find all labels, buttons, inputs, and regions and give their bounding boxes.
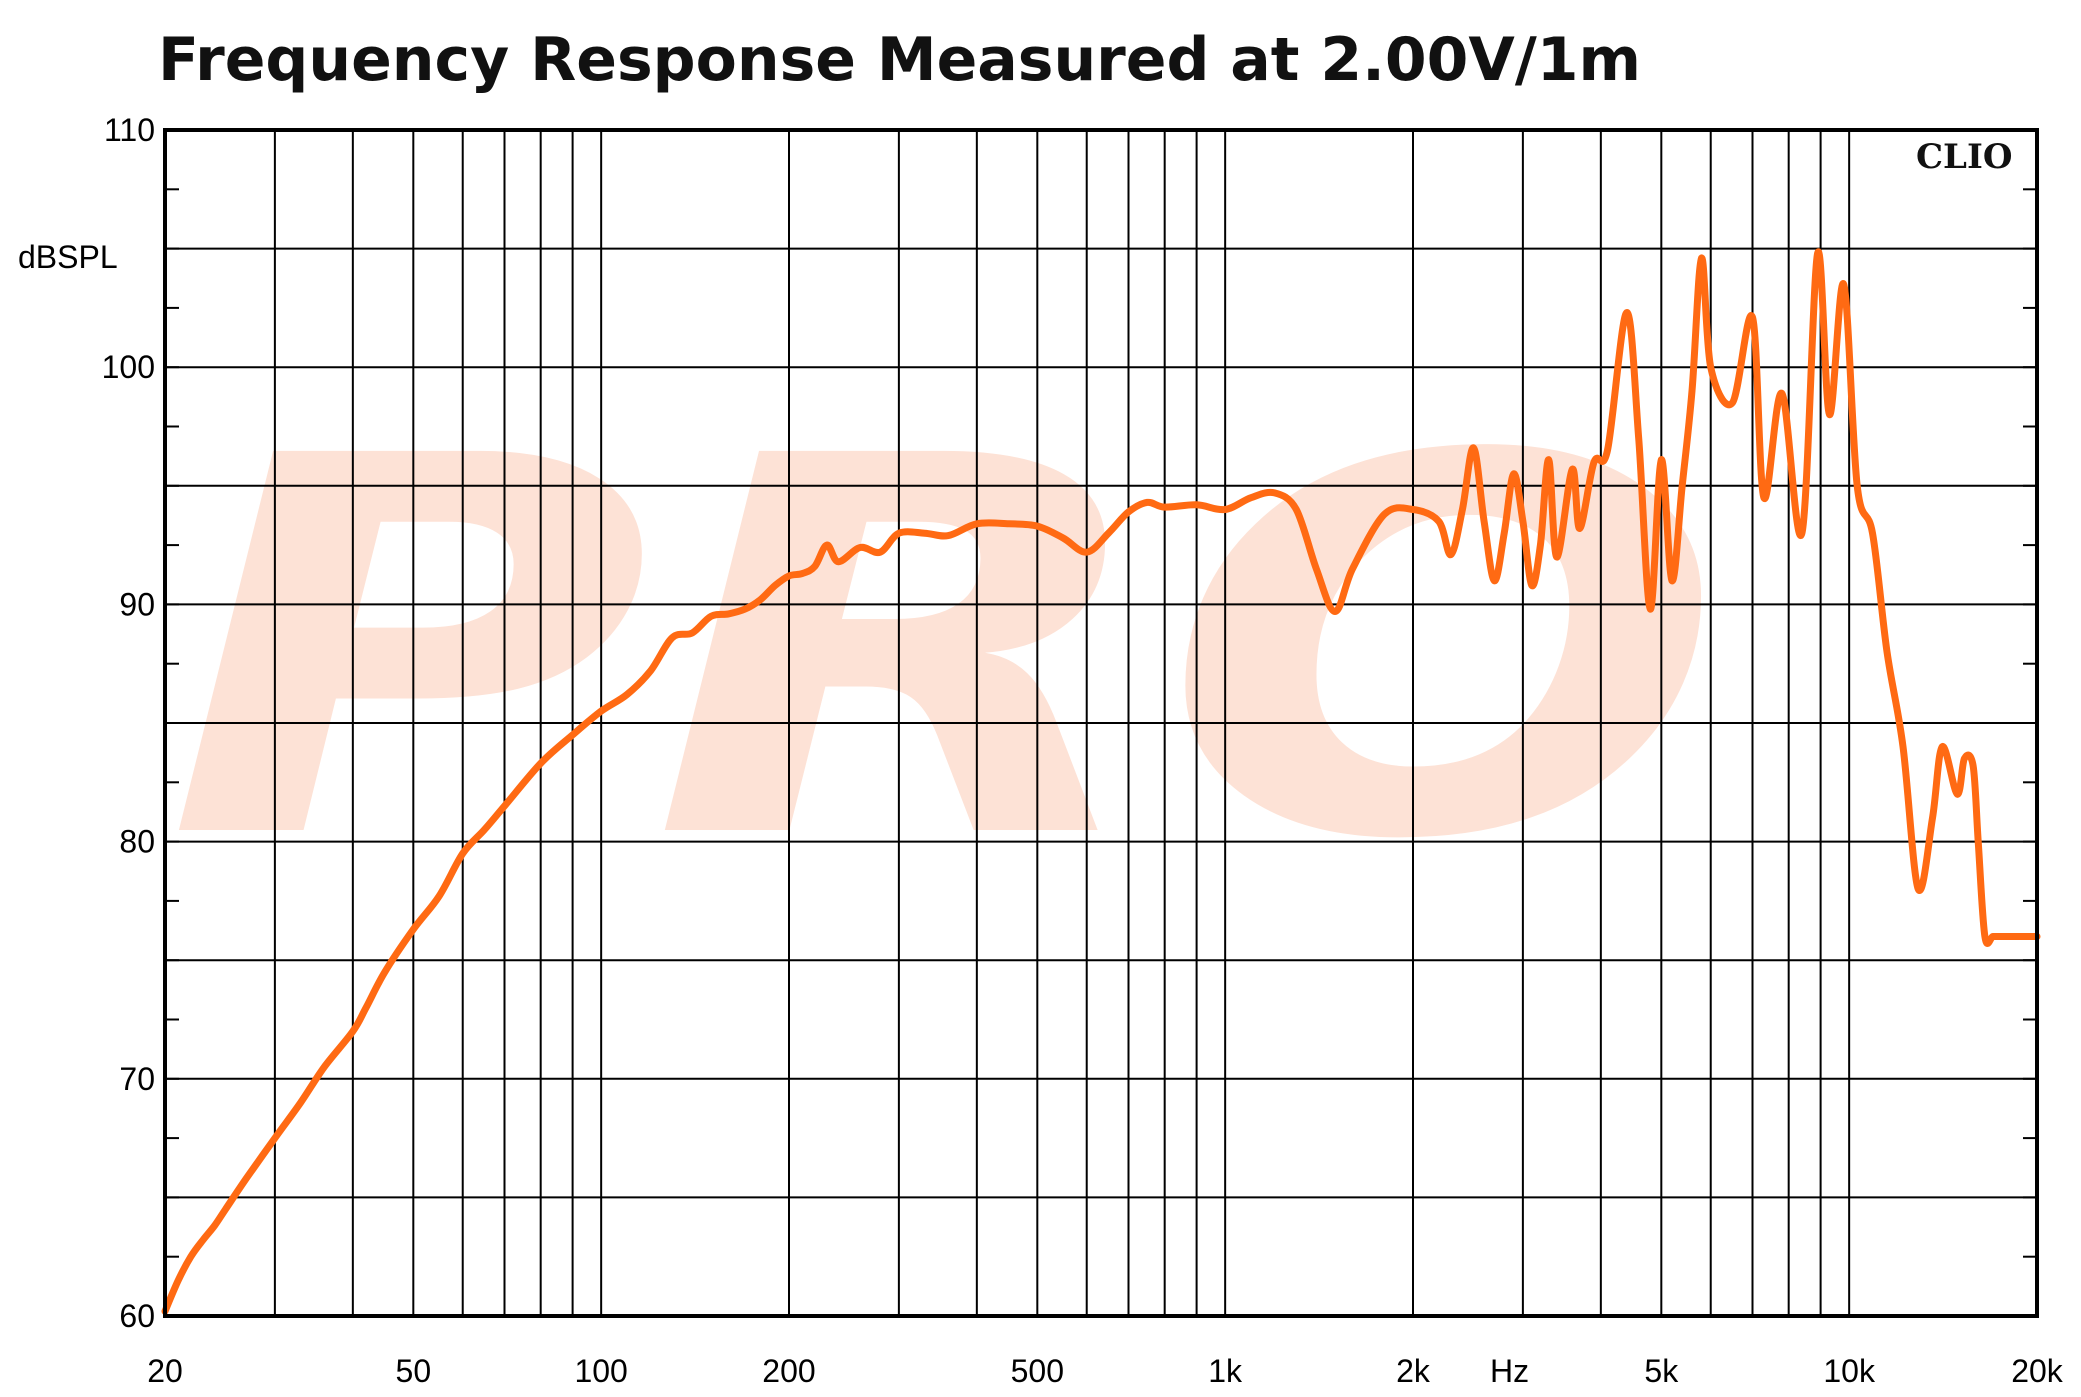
y-axis-ticks: 60 70 80 90 100 110 <box>102 112 155 1334</box>
y-tick-label: 100 <box>102 349 155 385</box>
y-tick-label: 60 <box>119 1298 155 1334</box>
curve-layer <box>161 248 2041 1315</box>
plot-frame <box>163 128 2039 1318</box>
watermark-logo: PRO <box>165 347 1725 953</box>
watermark-text: PRO <box>165 347 1725 953</box>
y-tick-label: 90 <box>119 586 155 622</box>
y-tick-label: 110 <box>104 112 155 148</box>
x-tick-label: 5k <box>1644 1353 1679 1389</box>
y-tick-label: 80 <box>119 824 155 860</box>
x-tick-label: 200 <box>762 1353 815 1389</box>
x-tick-label: 2k <box>1396 1353 1431 1389</box>
x-tick-label: 20k <box>2011 1353 2064 1389</box>
chart-title: Frequency Response Measured at 2.00V/1m <box>158 25 1641 95</box>
x-tick-label: 500 <box>1011 1353 1064 1389</box>
brand-label: CLIO <box>1916 137 2013 177</box>
y-axis-label: dBSPL <box>18 239 118 275</box>
x-tick-label: 20 <box>147 1353 183 1389</box>
grid <box>164 129 2038 1317</box>
x-axis-label: Hz <box>1490 1353 1529 1389</box>
x-axis-ticks: 20 50 100 200 500 1k 2k 5k 10k 20k <box>147 1353 2064 1389</box>
x-tick-label: 1k <box>1208 1353 1243 1389</box>
x-tick-label: 50 <box>396 1353 432 1389</box>
frequency-response-line <box>161 248 2041 1315</box>
x-tick-label: 100 <box>574 1353 627 1389</box>
y-tick-label: 70 <box>119 1061 155 1097</box>
x-tick-label: 10k <box>1823 1353 1876 1389</box>
